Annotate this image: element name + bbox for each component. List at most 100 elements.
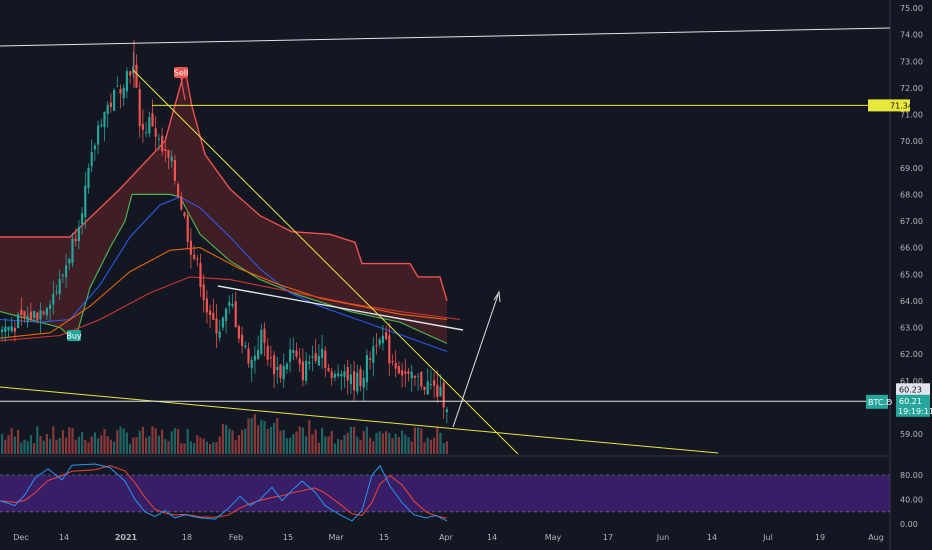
candle[interactable] [1, 329, 4, 332]
candle[interactable] [215, 318, 218, 334]
candle[interactable] [263, 328, 266, 343]
candle[interactable] [340, 374, 343, 377]
candle[interactable] [337, 373, 340, 377]
candle[interactable] [362, 377, 365, 388]
candle[interactable] [87, 167, 90, 189]
candle[interactable] [391, 361, 394, 363]
candle[interactable] [359, 369, 362, 387]
candle[interactable] [39, 310, 42, 320]
candle[interactable] [420, 371, 423, 387]
candle[interactable] [279, 364, 282, 378]
candle[interactable] [218, 331, 221, 338]
candle[interactable] [29, 311, 32, 320]
candle[interactable] [186, 215, 189, 242]
candle[interactable] [410, 371, 413, 379]
descending-trendline[interactable] [132, 69, 519, 455]
candle[interactable] [433, 380, 436, 386]
candle[interactable] [225, 308, 228, 321]
candle[interactable] [100, 124, 103, 127]
candle[interactable] [183, 212, 186, 217]
candle[interactable] [164, 149, 167, 151]
candle[interactable] [388, 335, 391, 364]
candle[interactable] [234, 301, 237, 328]
time-axis[interactable]: Dec 14 2021 18 Feb 15 Mar 15 Apr 14 May 17 Jun 14 Jul 1… [13, 533, 884, 542]
candle[interactable] [314, 353, 317, 361]
candle[interactable] [346, 366, 349, 381]
candle[interactable] [423, 386, 426, 390]
candle[interactable] [295, 350, 298, 357]
candle[interactable] [253, 355, 256, 361]
candle[interactable] [247, 348, 250, 364]
candle[interactable] [324, 350, 327, 368]
candle[interactable] [426, 381, 429, 395]
candle[interactable] [317, 355, 320, 366]
candle[interactable] [330, 371, 333, 379]
candle[interactable] [55, 291, 58, 293]
candle[interactable] [145, 132, 148, 134]
candle[interactable] [42, 311, 45, 314]
candle[interactable] [439, 386, 442, 397]
candle[interactable] [301, 361, 304, 381]
candle[interactable] [257, 349, 260, 359]
candle[interactable] [90, 152, 93, 167]
candle[interactable] [119, 88, 122, 94]
candle[interactable] [241, 334, 244, 346]
candle[interactable] [356, 372, 359, 392]
candle[interactable] [289, 349, 292, 362]
candle[interactable] [177, 184, 180, 197]
lower-channel-line[interactable] [0, 386, 719, 454]
candle[interactable] [52, 293, 55, 305]
candle[interactable] [327, 367, 330, 372]
candle[interactable] [109, 102, 112, 107]
candle[interactable] [404, 371, 407, 374]
candle[interactable] [4, 326, 7, 333]
drawings[interactable]: Sell Buy [0, 27, 891, 455]
candle[interactable] [157, 138, 160, 140]
price-axis[interactable]: 75.00 74.00 73.00 72.00 71.00 70.00 69.00 68.00… [900, 4, 923, 529]
candle[interactable] [148, 117, 151, 134]
candle[interactable] [33, 311, 36, 318]
candle[interactable] [17, 314, 20, 329]
candle[interactable] [170, 156, 173, 162]
candle[interactable] [292, 350, 295, 353]
candle[interactable] [199, 263, 202, 288]
candle[interactable] [365, 355, 368, 383]
candle[interactable] [36, 312, 39, 320]
candle[interactable] [97, 125, 100, 145]
candle[interactable] [93, 145, 96, 150]
candle[interactable] [122, 87, 125, 99]
candle[interactable] [269, 357, 272, 359]
candle[interactable] [84, 185, 87, 218]
candle[interactable] [61, 274, 64, 276]
candle[interactable] [151, 113, 154, 127]
candle[interactable] [173, 160, 176, 181]
candle[interactable] [193, 254, 196, 259]
candle[interactable] [49, 304, 52, 309]
candle[interactable] [212, 313, 215, 320]
candle[interactable] [244, 345, 247, 348]
candle[interactable] [135, 64, 138, 88]
candle[interactable] [81, 213, 84, 225]
candle[interactable] [401, 370, 404, 376]
candle[interactable] [321, 348, 324, 358]
candle[interactable] [250, 359, 253, 369]
candle[interactable] [343, 371, 346, 377]
candle[interactable] [205, 298, 208, 313]
candle[interactable] [353, 371, 356, 391]
candle[interactable] [138, 89, 141, 127]
candle[interactable] [106, 104, 109, 114]
upper-channel-line[interactable] [0, 27, 891, 47]
candle[interactable] [417, 375, 420, 377]
candle[interactable] [231, 304, 234, 306]
candle[interactable] [333, 373, 336, 378]
candle[interactable] [20, 309, 23, 315]
candle[interactable] [273, 355, 276, 375]
candle[interactable] [23, 311, 26, 319]
candle[interactable] [154, 128, 157, 137]
candle[interactable] [228, 302, 231, 306]
projection-arrow[interactable] [452, 294, 499, 428]
candle[interactable] [58, 279, 61, 294]
candle[interactable] [221, 317, 224, 328]
candle[interactable] [180, 196, 183, 210]
candle[interactable] [394, 362, 397, 369]
